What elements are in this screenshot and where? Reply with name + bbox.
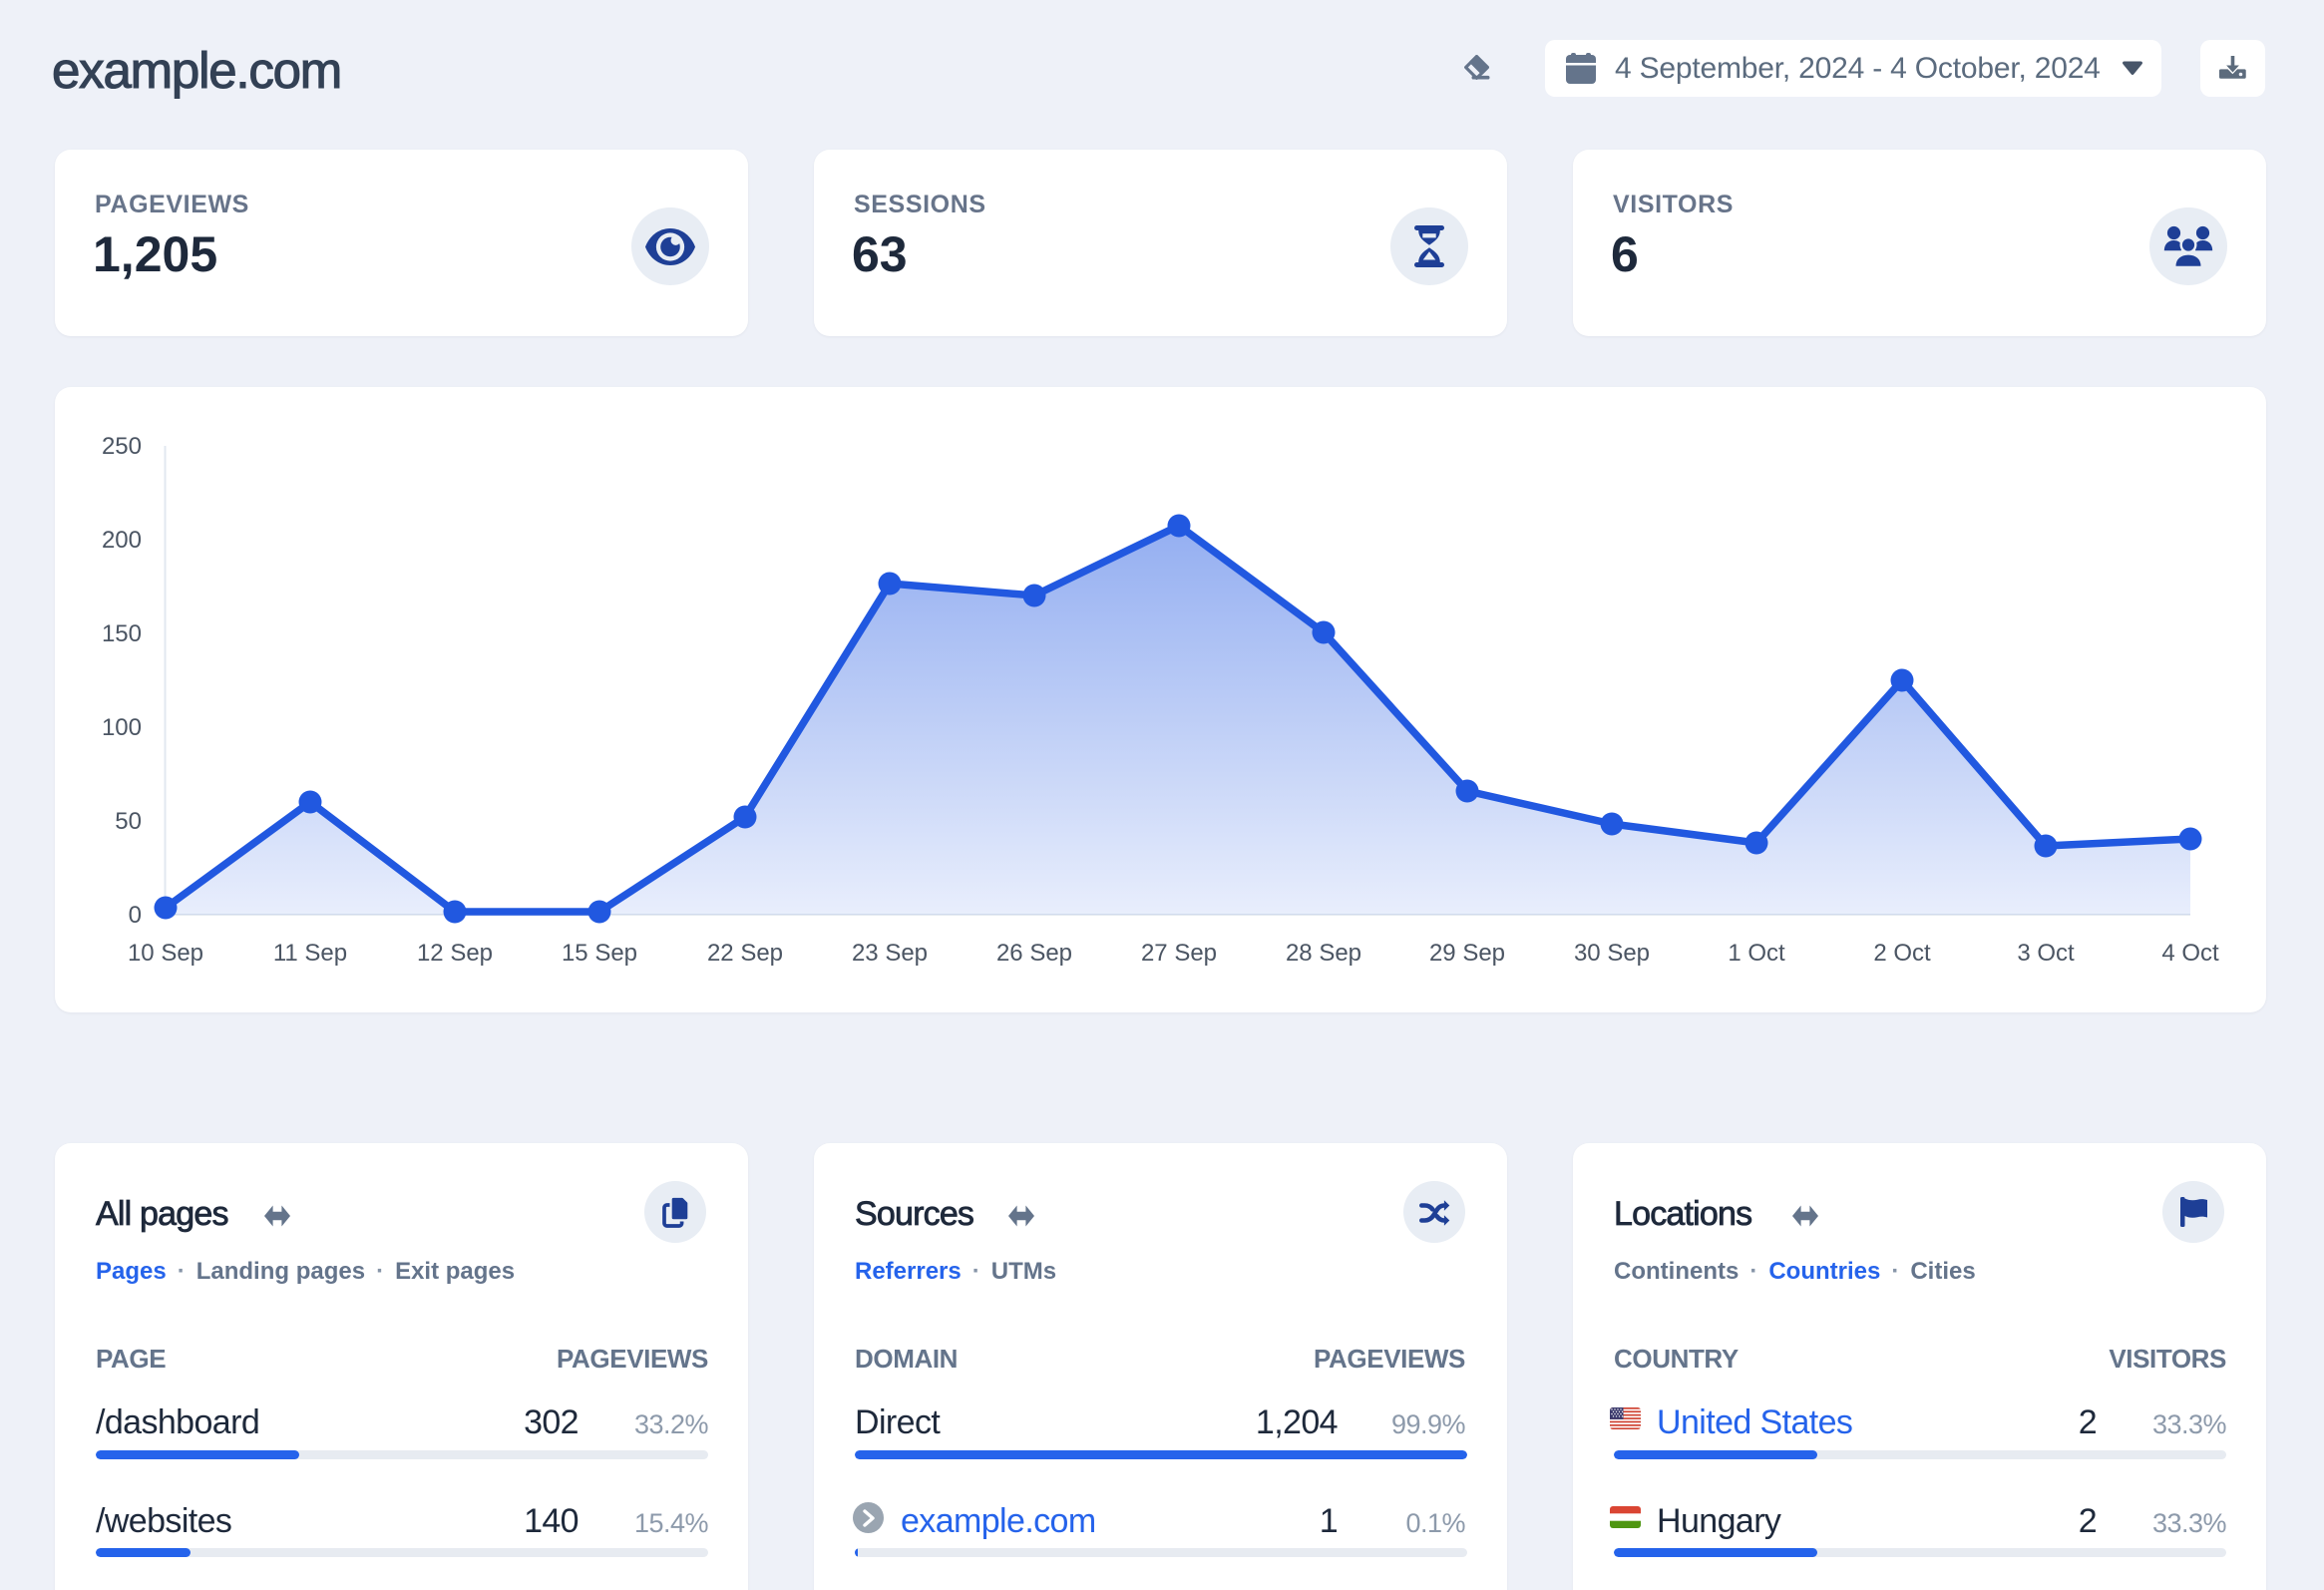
svg-text:15 Sep: 15 Sep <box>562 940 637 967</box>
svg-text:28 Sep: 28 Sep <box>1286 940 1361 967</box>
svg-text:2 Oct: 2 Oct <box>1873 940 1931 967</box>
svg-text:250: 250 <box>102 433 142 460</box>
svg-text:11 Sep: 11 Sep <box>273 940 347 967</box>
svg-text:4 Oct: 4 Oct <box>2161 940 2219 967</box>
svg-text:29 Sep: 29 Sep <box>1429 940 1505 967</box>
svg-text:200: 200 <box>102 527 142 554</box>
svg-text:100: 100 <box>102 714 142 741</box>
svg-text:50: 50 <box>115 808 142 835</box>
svg-text:3 Oct: 3 Oct <box>2017 940 2075 967</box>
svg-text:10 Sep: 10 Sep <box>128 940 203 967</box>
svg-text:30 Sep: 30 Sep <box>1574 940 1650 967</box>
svg-text:150: 150 <box>102 620 142 647</box>
svg-text:26 Sep: 26 Sep <box>996 940 1072 967</box>
svg-text:12 Sep: 12 Sep <box>417 940 493 967</box>
svg-text:0: 0 <box>129 902 142 929</box>
svg-text:23 Sep: 23 Sep <box>852 940 928 967</box>
svg-text:1 Oct: 1 Oct <box>1728 940 1785 967</box>
svg-text:22 Sep: 22 Sep <box>707 940 783 967</box>
svg-text:27 Sep: 27 Sep <box>1141 940 1217 967</box>
